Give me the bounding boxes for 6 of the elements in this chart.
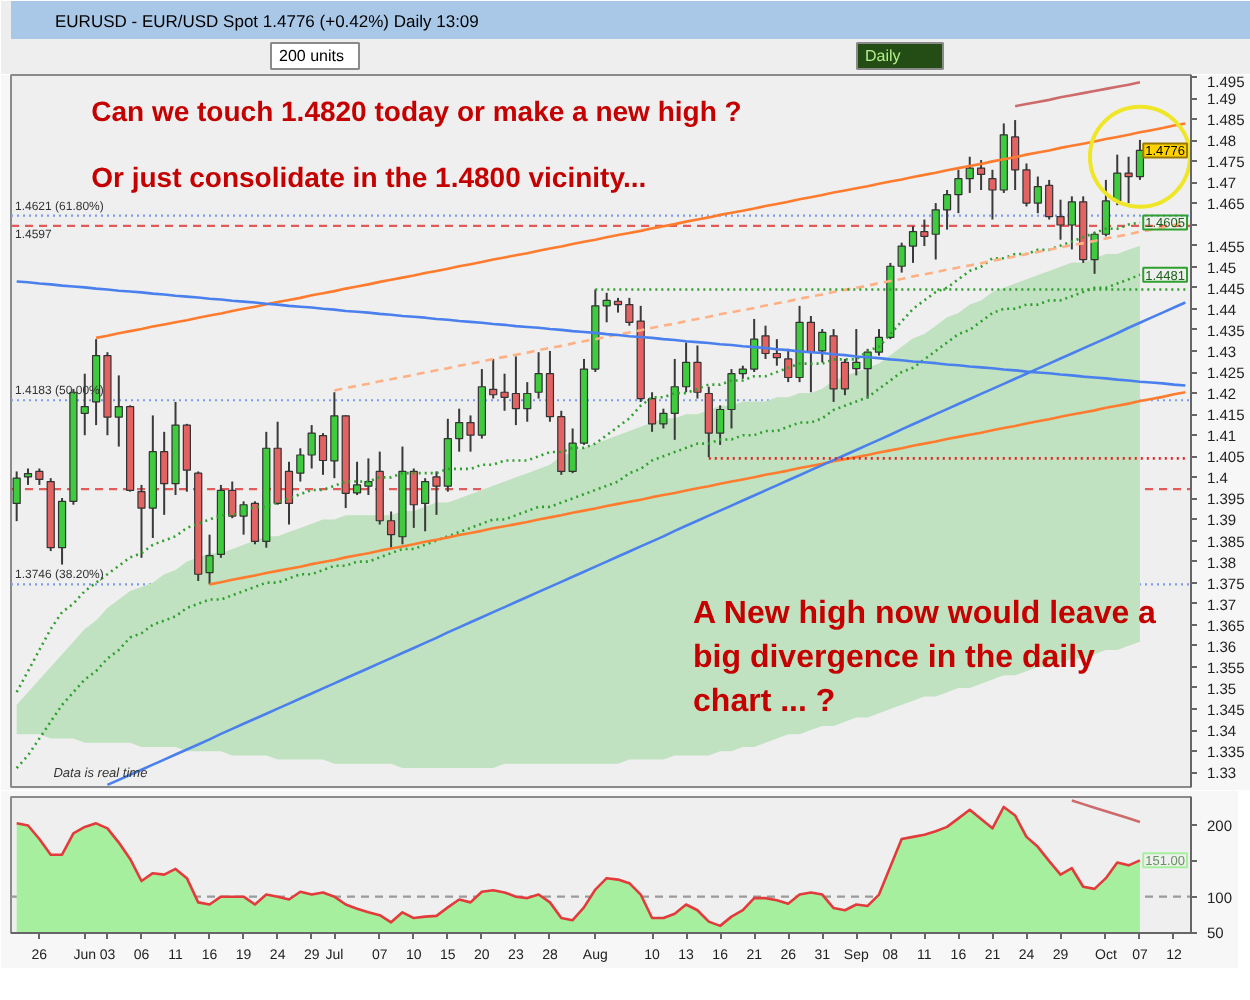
text: Daily <box>865 47 901 65</box>
annotation: Or just consolidate in the 1.4800 vicinity... <box>91 160 647 193</box>
annotation: Can we touch 1.4820 today or make a new high ? <box>91 94 742 127</box>
text: 200 units <box>279 47 344 65</box>
chart-title: EURUSD - EUR/USD Spot 1.4776 (+0.42%) Daily 13:09 <box>55 11 480 31</box>
annotation: A New high now would leave a big divergence in the daily chart ... ? <box>693 596 1157 720</box>
